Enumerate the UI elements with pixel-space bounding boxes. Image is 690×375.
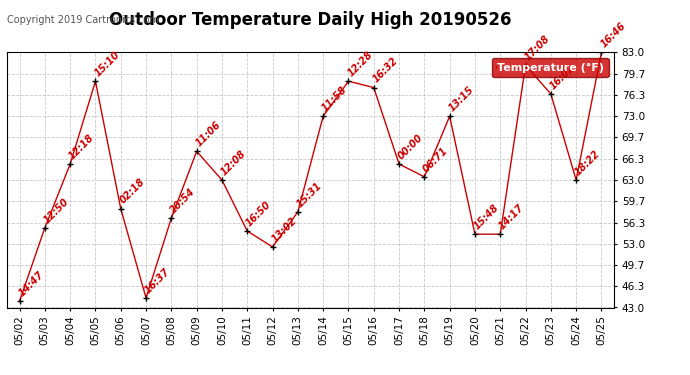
Text: Outdoor Temperature Daily High 20190526: Outdoor Temperature Daily High 20190526: [109, 11, 512, 29]
Text: 14:47: 14:47: [17, 270, 46, 298]
Text: 12:08: 12:08: [219, 148, 248, 177]
Text: 13:15: 13:15: [446, 85, 475, 114]
Text: 20:54: 20:54: [168, 187, 197, 216]
Text: 15:48: 15:48: [472, 202, 501, 231]
Text: 16:32: 16:32: [371, 56, 400, 85]
Text: 15:10: 15:10: [92, 50, 121, 78]
Text: 16:02: 16:02: [548, 62, 577, 91]
Text: 02:18: 02:18: [118, 177, 147, 206]
Text: 11:06: 11:06: [194, 120, 223, 148]
Text: 17:08: 17:08: [522, 34, 551, 63]
Text: 16:37: 16:37: [143, 266, 172, 295]
Text: 00:00: 00:00: [396, 132, 425, 161]
Text: 15:31: 15:31: [295, 180, 324, 209]
Text: 16:46: 16:46: [598, 21, 627, 50]
Text: Copyright 2019 Cartronics.com: Copyright 2019 Cartronics.com: [7, 15, 159, 25]
Text: 18:22: 18:22: [573, 148, 602, 177]
Text: 12:50: 12:50: [42, 196, 71, 225]
Text: 06:71: 06:71: [422, 145, 451, 174]
Text: 12:18: 12:18: [67, 132, 96, 161]
Legend: Temperature (°F): Temperature (°F): [491, 58, 609, 77]
Text: 11:58: 11:58: [320, 85, 349, 114]
Text: 13:02: 13:02: [270, 215, 299, 244]
Text: 16:50: 16:50: [244, 200, 273, 228]
Text: 14:17: 14:17: [497, 202, 526, 231]
Text: 12:28: 12:28: [346, 50, 375, 78]
